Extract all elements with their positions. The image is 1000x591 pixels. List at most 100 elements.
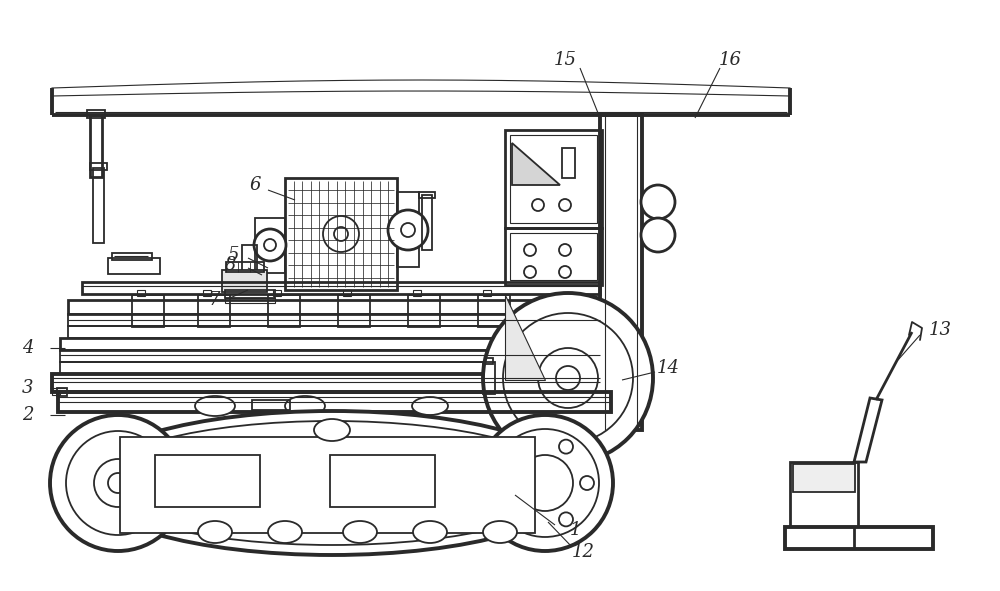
Circle shape [532,199,544,211]
Text: 3: 3 [22,379,34,397]
Text: 2: 2 [22,406,34,424]
Text: 15: 15 [554,51,576,69]
Circle shape [559,512,573,527]
Bar [93,168,104,243]
Circle shape [264,239,276,251]
Bar [790,462,858,530]
Bar [226,262,264,272]
Bar [87,110,105,118]
Bar [413,290,421,296]
Bar [52,390,60,395]
Bar [60,362,600,374]
Bar [58,392,611,412]
Bar [483,290,491,296]
Text: 6: 6 [249,176,261,194]
Bar [483,362,495,394]
Circle shape [580,476,594,490]
Ellipse shape [413,521,447,543]
Bar [785,527,933,549]
Bar [510,135,597,223]
Bar [68,326,600,338]
Bar [505,130,602,228]
Circle shape [254,229,286,261]
Bar [198,295,230,327]
Ellipse shape [285,396,325,416]
Bar [242,245,257,273]
Bar [255,218,285,273]
Bar [137,290,145,296]
Circle shape [477,415,613,551]
Polygon shape [505,295,545,380]
Circle shape [641,218,675,252]
Circle shape [556,366,580,390]
Bar [600,115,642,430]
Circle shape [323,216,359,252]
Bar [422,195,432,250]
Circle shape [517,440,531,454]
Circle shape [503,313,633,443]
Text: 4: 4 [22,339,34,357]
Circle shape [94,459,142,507]
Bar [268,295,300,327]
Circle shape [559,266,571,278]
Text: 14: 14 [656,359,680,377]
Bar [285,178,397,290]
Ellipse shape [94,421,570,545]
Bar [505,228,602,285]
Bar [82,282,600,294]
Bar [60,350,600,362]
Bar [793,464,855,492]
Bar [108,258,160,274]
Bar [225,290,275,298]
Bar [68,300,600,314]
Bar [90,163,107,170]
Bar [338,295,370,327]
Bar [222,270,267,292]
Bar [155,455,260,507]
Bar [225,298,275,303]
Circle shape [517,512,531,527]
Text: 16: 16 [718,51,742,69]
Bar [397,192,419,267]
Text: 1: 1 [569,521,581,539]
Bar [203,290,211,296]
Ellipse shape [82,411,582,555]
Text: 8: 8 [224,256,236,274]
Text: 12: 12 [572,543,594,561]
Polygon shape [854,398,882,462]
Circle shape [50,415,186,551]
Bar [90,115,102,177]
Text: 7: 7 [209,291,221,309]
Circle shape [334,227,348,241]
Bar [343,290,351,296]
Circle shape [559,244,571,256]
Circle shape [491,429,599,537]
Circle shape [496,476,510,490]
Circle shape [559,440,573,454]
Circle shape [524,266,536,278]
Circle shape [401,223,415,237]
Bar [112,253,152,260]
Circle shape [388,210,428,250]
Circle shape [517,455,573,511]
Bar [60,338,600,350]
Ellipse shape [195,396,235,416]
Circle shape [538,348,598,408]
Bar [252,400,290,410]
Bar [57,388,67,396]
Bar [273,290,281,296]
Ellipse shape [412,397,448,415]
Polygon shape [512,143,560,185]
Text: 5: 5 [227,246,239,264]
Bar [408,295,440,327]
Bar [478,295,510,327]
Circle shape [641,185,675,219]
Bar [132,295,164,327]
Bar [485,358,493,364]
Bar [120,437,535,533]
Circle shape [483,293,653,463]
Bar [562,148,575,178]
Bar [510,233,597,280]
Circle shape [108,473,128,493]
Ellipse shape [198,521,232,543]
